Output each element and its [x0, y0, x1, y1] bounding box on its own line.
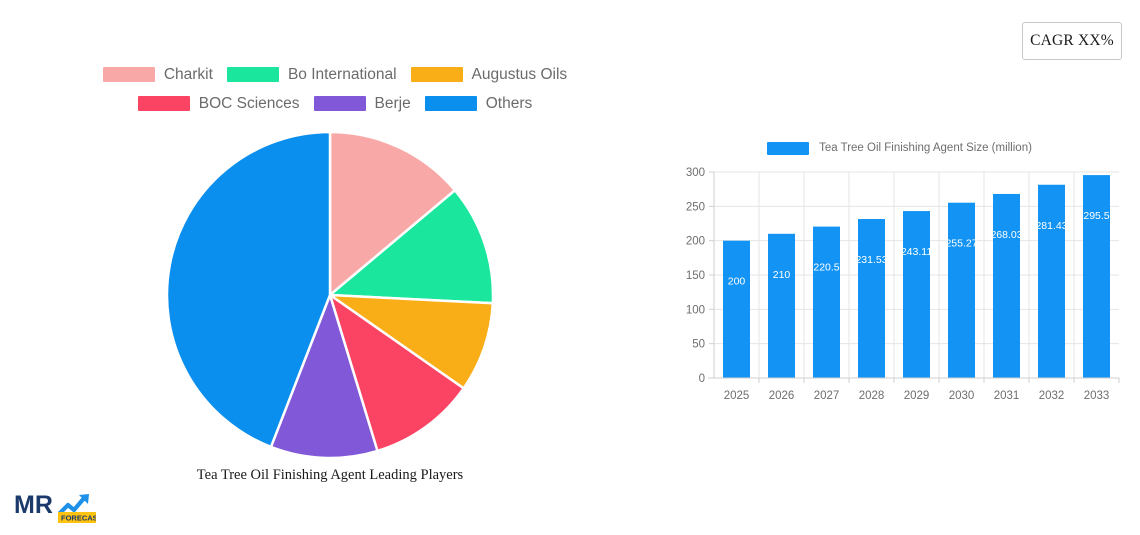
- x-axis-tick-label: 2030: [949, 390, 975, 402]
- bar-legend: Tea Tree Oil Finishing Agent Size (milli…: [672, 138, 1127, 158]
- pie-chart-wrap: [165, 130, 495, 460]
- legend-item-berje[interactable]: Berje: [313, 94, 411, 113]
- x-axis-tick-label: 2032: [1039, 390, 1065, 402]
- bar-2025[interactable]: [723, 240, 750, 378]
- bar-value-label: 231.53: [855, 254, 887, 266]
- logo-tag-text: FORECAST: [61, 513, 96, 522]
- y-axis-tick-label: 200: [686, 236, 705, 248]
- legend-label: Augustus Oils: [471, 65, 568, 83]
- x-axis-tick-label: 2028: [859, 390, 885, 402]
- legend-item-others[interactable]: Others: [424, 94, 533, 113]
- x-axis-tick-label: 2031: [994, 390, 1020, 402]
- bar-2030[interactable]: [948, 202, 975, 378]
- pie-slice-charkit[interactable]: [328, 130, 457, 298]
- legend-label: Others: [485, 94, 533, 112]
- x-axis-tick-label: 2033: [1084, 390, 1110, 402]
- pie-slice-augustus-oils[interactable]: [325, 293, 495, 391]
- legend-item-augustus-oils[interactable]: Augustus Oils: [410, 65, 568, 84]
- pie-slice-bo-international[interactable]: [326, 188, 495, 305]
- bar-2033[interactable]: [1083, 175, 1110, 378]
- logo-trend-arrow-icon: [57, 494, 88, 516]
- x-axis-tick-label: 2027: [814, 390, 840, 402]
- bar-value-label: 243.11: [901, 246, 932, 258]
- pie-legend: Charkit Bo International Augustus Oils BOC …: [50, 60, 610, 118]
- pie-slice-berje[interactable]: [269, 291, 379, 460]
- legend-item-bo-international[interactable]: Bo International: [226, 65, 397, 84]
- pie-legend-row: Charkit Bo International Augustus Oils: [60, 60, 610, 89]
- bar-2032[interactable]: [1038, 184, 1065, 378]
- y-axis-tick-label: 150: [686, 270, 705, 282]
- legend-label: Bo International: [287, 65, 397, 83]
- x-axis-tick-label: 2029: [904, 390, 930, 402]
- logo-arrow-head-icon: [79, 494, 89, 504]
- legend-swatch: [410, 67, 463, 82]
- bar-value-label: 220.5: [813, 262, 839, 274]
- bar-value-label: 268.03: [990, 229, 1022, 241]
- bar-2031[interactable]: [993, 193, 1020, 378]
- legend-swatch: [137, 96, 190, 111]
- pie-chart-caption: Tea Tree Oil Finishing Agent Leading Pla…: [196, 467, 464, 483]
- y-axis-tick-label: 100: [686, 304, 705, 316]
- bar-chart: 0 50 100 150 200 250 300 200 2025 210 2026 220.5 202…: [686, 167, 1120, 402]
- y-axis-tick-label: 250: [686, 201, 705, 213]
- bar-legend-swatch: [767, 141, 810, 155]
- cagr-badge: CAGR XX%: [1022, 22, 1122, 60]
- mr-forecast-logo: MR FORECAST: [14, 487, 103, 527]
- logo-brand-text: MR: [14, 491, 53, 519]
- legend-item-charkit[interactable]: Charkit: [102, 65, 213, 84]
- y-axis-tick-label: 0: [699, 373, 705, 385]
- pie-legend-row: BOC Sciences Berje Others: [60, 89, 610, 118]
- x-axis-tick-label: 2026: [769, 390, 795, 402]
- bar-2026[interactable]: [768, 233, 795, 378]
- bar-2028[interactable]: [858, 219, 885, 378]
- legend-label: BOC Sciences: [198, 94, 300, 112]
- pie-chart: [165, 130, 495, 460]
- legend-swatch: [313, 96, 366, 111]
- pie-slice-boc-sciences[interactable]: [327, 291, 466, 453]
- logo-tag-background: [58, 512, 96, 523]
- legend-swatch: [226, 67, 279, 82]
- bar-legend-label: Tea Tree Oil Finishing Agent Size (milli…: [819, 142, 1032, 154]
- bar-chart-panel: Tea Tree Oil Finishing Agent Size (milli…: [672, 138, 1127, 413]
- legend-item-boc-sciences[interactable]: BOC Sciences: [137, 94, 300, 113]
- pie-slice-others[interactable]: [165, 130, 332, 449]
- bar-2029[interactable]: [903, 211, 930, 378]
- y-axis-tick-label: 50: [692, 339, 705, 351]
- bar-value-label: 255.27: [945, 238, 977, 250]
- x-axis-tick-label: 2025: [724, 390, 750, 402]
- bar-2027[interactable]: [813, 226, 840, 378]
- y-axis-tick-label: 300: [686, 167, 705, 179]
- bar-value-label: 200: [728, 276, 746, 288]
- legend-label: Berje: [374, 94, 411, 112]
- bar-value-label: 210: [773, 269, 791, 281]
- bar-value-label: 281.43: [1035, 220, 1067, 232]
- bar-value-label: 295.5: [1083, 210, 1109, 222]
- logo-svg: MR FORECAST: [14, 491, 103, 523]
- pie-chart-panel: Charkit Bo International Augustus Oils BOC …: [0, 60, 660, 500]
- legend-swatch: [102, 67, 155, 82]
- legend-label: Charkit: [163, 65, 213, 83]
- legend-swatch: [424, 96, 477, 111]
